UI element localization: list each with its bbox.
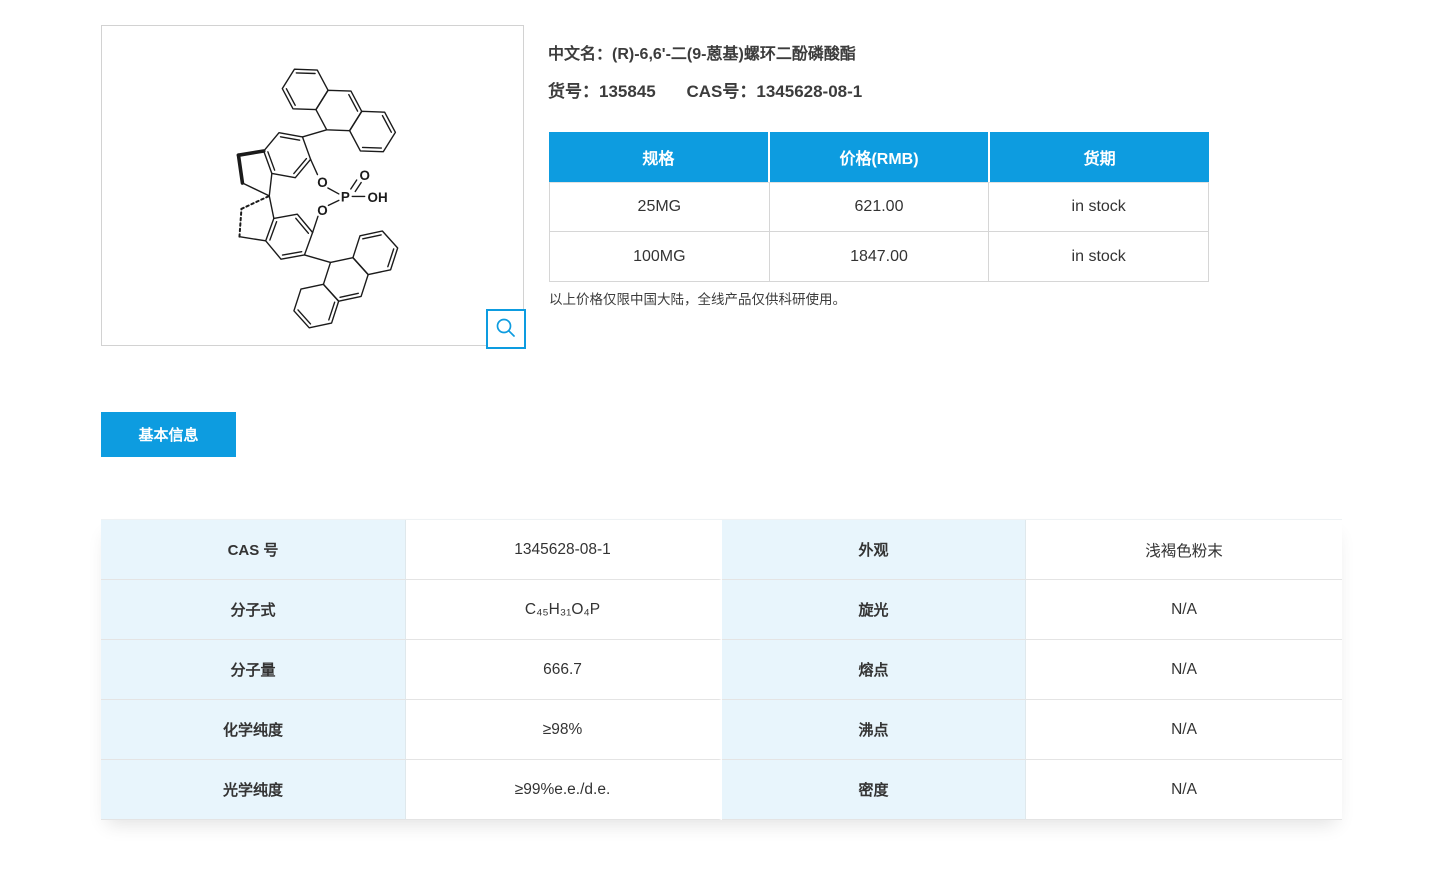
price-row: 25MG 621.00 in stock [549,182,1210,232]
atom-label-p: P [341,189,350,204]
price-table-body: 25MG 621.00 in stock 100MG 1847.00 in st… [549,182,1210,282]
product-name-line: 中文名：(R)-6,6'-二(9-蒽基)螺环二酚磷酸酯 [548,40,856,64]
atom-label-o-double: O [359,168,369,183]
price-cell-spec: 25MG [550,182,770,232]
detail-label-optical-rotation: 旋光 [722,580,1026,640]
magnifier-icon [496,318,515,337]
price-cell-price: 1847.00 [769,232,990,282]
detail-label-optical-purity: 光学纯度 [101,760,406,820]
image-zoom-button[interactable] [486,309,526,349]
detail-value-density: N/A [1026,760,1342,820]
detail-label-appearance: 外观 [722,520,1026,580]
tab-basic-info[interactable]: 基本信息 [101,412,236,457]
atom-label-o-bottom: O [317,203,327,218]
product-sku-line: 货号：135845 CAS号：1345628-08-1 [548,77,862,102]
detail-label-formula: 分子式 [101,580,406,640]
detail-value-molweight: 666.7 [406,640,722,700]
detail-label-density: 密度 [722,760,1026,820]
atom-label-oh: OH [368,190,388,205]
detail-value-cas: 1345628-08-1 [406,520,722,580]
detail-label-cas: CAS 号 [101,520,406,580]
price-header-spec: 规格 [549,132,770,182]
sku-group: 货号：135845 [548,82,656,101]
detail-value-chem-purity: ≥98% [406,700,722,760]
cas-group: CAS号：1345628-08-1 [686,82,862,101]
details-table: CAS 号 1345628-08-1 外观 浅褐色粉末 分子式 C₄₅H₃₁O₄… [101,519,1342,820]
price-cell-price: 621.00 [769,182,990,232]
detail-value-optical-rotation: N/A [1026,580,1342,640]
price-header-price: 价格(RMB) [769,132,991,182]
price-row: 100MG 1847.00 in stock [549,232,1210,282]
detail-value-optical-purity: ≥99%e.e./d.e. [406,760,722,820]
price-header-leadtime: 货期 [990,132,1210,182]
sku-label: 货号： [548,82,599,101]
price-cell-stock: in stock [989,232,1210,282]
cas-value: 1345628-08-1 [756,82,863,101]
cas-label: CAS号： [686,82,757,101]
price-table: 规格 价格(RMB) 货期 25MG 621.00 in stock 100MG… [549,132,1210,282]
price-table-header: 规格 价格(RMB) 货期 [549,132,1210,182]
price-disclaimer: 以上价格仅限中国大陆，全线产品仅供科研使用。 [549,292,846,307]
detail-label-chem-purity: 化学纯度 [101,700,406,760]
detail-value-boiling-point: N/A [1026,700,1342,760]
structure-image-box: O O P O OH [101,25,526,349]
detail-value-melting-point: N/A [1026,640,1342,700]
price-cell-spec: 100MG [550,232,770,282]
detail-label-melting-point: 熔点 [722,640,1026,700]
detail-label-molweight: 分子量 [101,640,406,700]
price-cell-stock: in stock [989,182,1210,232]
product-name: (R)-6,6'-二(9-蒽基)螺环二酚磷酸酯 [612,46,856,63]
detail-value-appearance: 浅褐色粉末 [1026,520,1342,580]
detail-label-boiling-point: 沸点 [722,700,1026,760]
atom-label-o-top: O [317,175,327,190]
detail-value-formula: C₄₅H₃₁O₄P [406,580,722,640]
name-label: 中文名： [548,46,613,63]
molecule-structure: O O P O OH [236,68,399,329]
sku-value: 135845 [599,82,656,101]
